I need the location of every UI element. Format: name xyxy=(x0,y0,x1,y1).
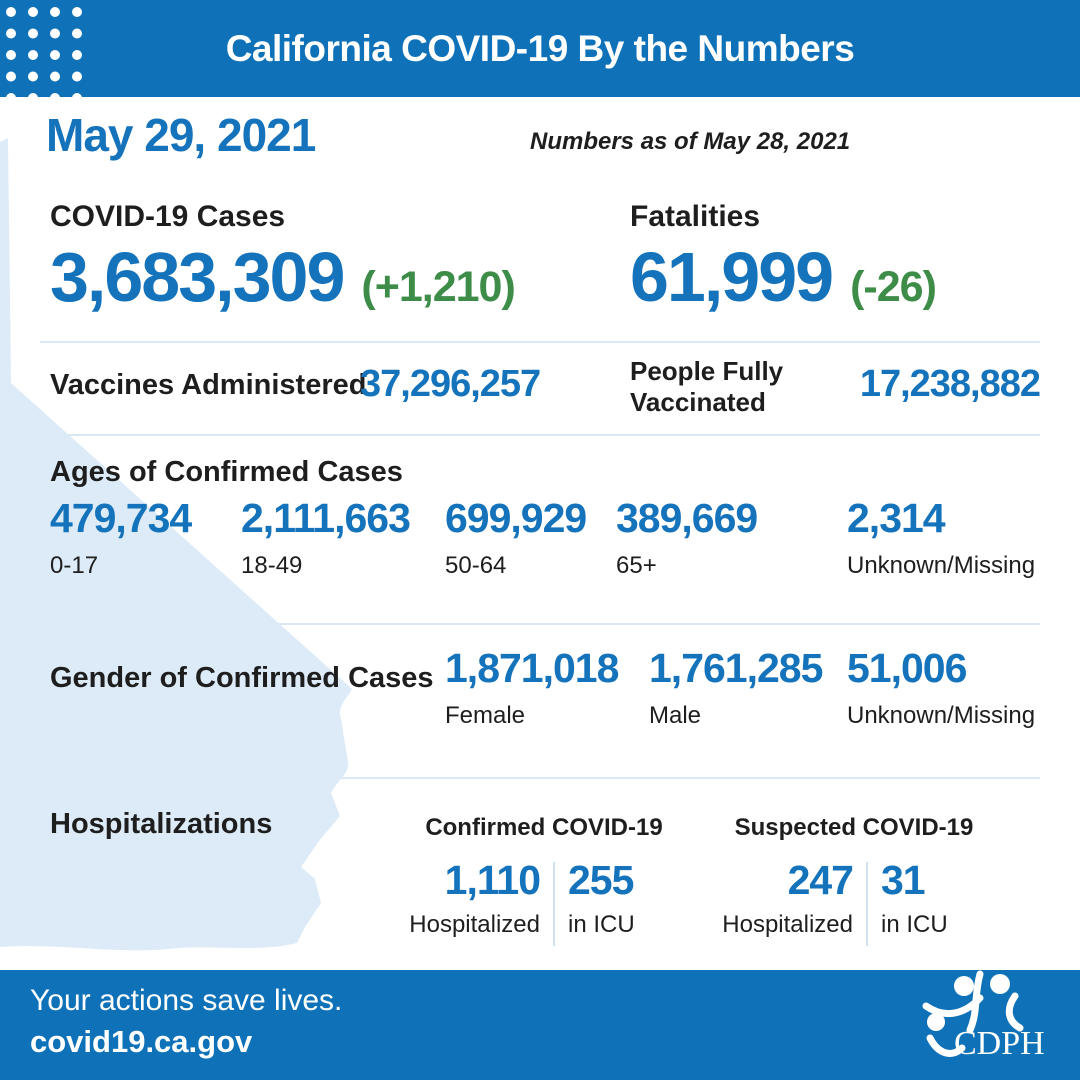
gender-section-title: Gender of Confirmed Cases xyxy=(50,662,434,694)
divider-above-vaccines xyxy=(40,341,1040,343)
age-value: 2,314 xyxy=(847,495,946,541)
confirmed-icu-cell: 255 in ICU xyxy=(568,860,635,946)
footer-bar: Your actions save lives. covid19.ca.gov … xyxy=(0,970,1080,1080)
cases-delta: (+1,210) xyxy=(361,263,515,311)
suspected-icu-label: in ICU xyxy=(881,911,948,938)
suspected-hospitalized-value: 247 xyxy=(787,857,854,903)
age-group-0-17: 479,734 0-17 xyxy=(50,495,192,580)
fully-vaccinated-value: 17,238,882 xyxy=(859,363,1041,405)
age-label: 18-49 xyxy=(241,552,303,579)
age-group-50-64: 699,929 50-64 xyxy=(445,495,587,580)
divider-below-vaccines xyxy=(40,434,1040,436)
fully-vaccinated-label: People Fully Vaccinated xyxy=(630,356,784,417)
gender-label: Female xyxy=(445,702,526,729)
vertical-divider xyxy=(553,862,555,946)
suspected-covid-column-title: Suspected COVID-19 xyxy=(734,814,974,841)
suspected-icu-value: 31 xyxy=(881,857,926,903)
confirmed-covid-column-title: Confirmed COVID-19 xyxy=(425,814,663,841)
age-group-18-49: 2,111,663 18-49 xyxy=(241,495,411,580)
gender-value: 51,006 xyxy=(847,645,967,691)
header-bar: California COVID-19 By the Numbers xyxy=(0,0,1080,97)
gender-value: 1,871,018 xyxy=(445,645,619,691)
age-value: 389,669 xyxy=(616,495,758,541)
age-label: 0-17 xyxy=(50,552,99,579)
age-group-unknown: 2,314 Unknown/Missing xyxy=(847,498,1035,580)
cdph-logo: CDPH xyxy=(922,970,1045,1062)
footer-url: covid19.ca.gov xyxy=(30,1024,253,1059)
confirmed-hospitalization-stats: 1,110 Hospitalized 255 in ICU xyxy=(400,860,635,946)
suspected-hospitalization-stats: 247 Hospitalized 31 in ICU xyxy=(700,860,948,946)
gender-value: 1,761,285 xyxy=(649,645,823,691)
age-label: 50-64 xyxy=(445,552,507,579)
age-value: 2,111,663 xyxy=(241,495,411,541)
report-date: May 29, 2021 xyxy=(46,109,316,161)
vaccines-administered-label: Vaccines Administered xyxy=(50,369,367,401)
fatalities-block: Fatalities 61,999 (-26) xyxy=(630,200,937,316)
suspected-hospitalized-label: Hospitalized xyxy=(722,911,853,938)
age-group-65-plus: 389,669 65+ xyxy=(616,495,758,580)
cases-block: COVID-19 Cases 3,683,309 (+1,210) xyxy=(50,200,516,316)
cdph-logo-text: CDPH xyxy=(954,1025,1045,1062)
fatalities-delta: (-26) xyxy=(850,263,937,311)
as-of-note: Numbers as of May 28, 2021 xyxy=(530,128,851,155)
age-value: 479,734 xyxy=(50,495,192,541)
gender-group-unknown: 51,006 Unknown/Missing xyxy=(847,648,1035,730)
vertical-divider xyxy=(866,862,868,946)
gender-label: Unknown/Missing xyxy=(847,702,1036,729)
confirmed-hospitalized-label: Hospitalized xyxy=(409,911,540,938)
confirmed-icu-label: in ICU xyxy=(568,911,635,938)
hospitalizations-section-title: Hospitalizations xyxy=(50,808,273,840)
vaccines-administered-value: 37,296,257 xyxy=(360,363,541,405)
cases-label: COVID-19 Cases xyxy=(50,200,286,233)
ages-section-title: Ages of Confirmed Cases xyxy=(50,456,403,488)
divider-above-hospitalizations xyxy=(40,777,1040,779)
confirmed-hospitalized-value: 1,110 xyxy=(444,857,541,903)
fatalities-label: Fatalities xyxy=(630,200,761,233)
age-label: Unknown/Missing xyxy=(847,552,1036,579)
confirmed-hospitalized-cell: 1,110 Hospitalized xyxy=(400,857,541,946)
gender-group-male: 1,761,285 Male xyxy=(649,645,823,730)
age-label: 65+ xyxy=(616,552,657,579)
fatalities-value: 61,999 xyxy=(630,238,834,316)
footer-message: Your actions save lives. xyxy=(30,984,343,1017)
age-value: 699,929 xyxy=(445,495,587,541)
confirmed-icu-value: 255 xyxy=(568,857,634,903)
cases-value: 3,683,309 xyxy=(50,238,345,316)
gender-group-female: 1,871,018 Female xyxy=(445,645,619,730)
page-title: California COVID-19 By the Numbers xyxy=(225,27,855,69)
dots-grid-icon xyxy=(6,7,82,97)
divider-above-gender xyxy=(40,623,1040,625)
suspected-icu-cell: 31 in ICU xyxy=(881,860,948,946)
suspected-hospitalized-cell: 247 Hospitalized xyxy=(700,857,854,946)
gender-label: Male xyxy=(649,702,702,729)
